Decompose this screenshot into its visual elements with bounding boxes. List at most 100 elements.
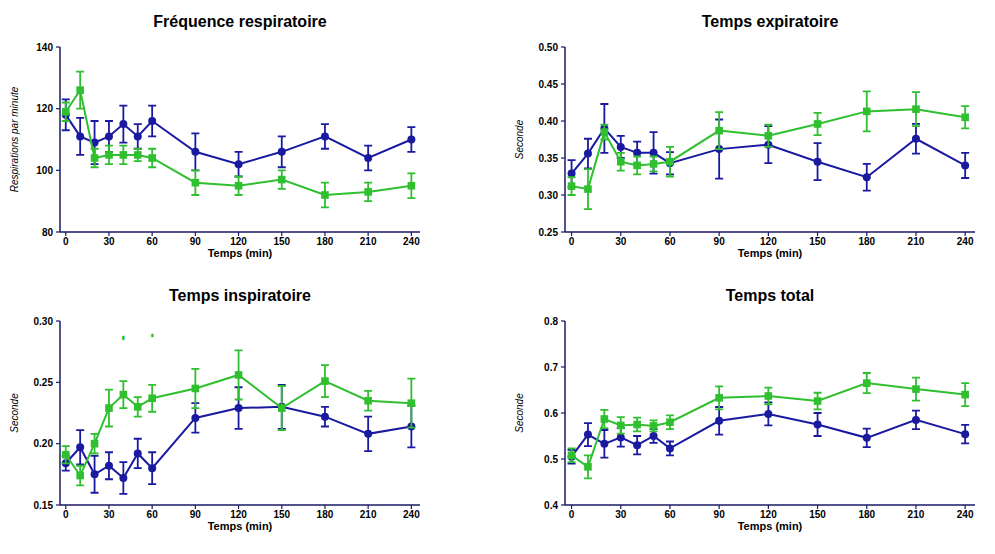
data-point — [633, 162, 641, 170]
data-point — [191, 148, 199, 156]
x-tick-label: 210 — [360, 509, 377, 520]
error-bar — [407, 379, 415, 428]
x-tick-label: 60 — [664, 509, 676, 520]
x-tick-label: 120 — [760, 509, 777, 520]
error-bar — [91, 456, 99, 493]
x-tick-label: 0 — [569, 236, 575, 247]
error-bar — [633, 157, 641, 175]
y-tick — [561, 412, 565, 413]
error-bar — [961, 425, 969, 443]
chart-panel: Temps expiratoire03060901201501802102400… — [514, 13, 975, 259]
error-bar — [912, 411, 920, 429]
y-tick — [56, 443, 60, 444]
error-bar — [364, 391, 372, 411]
data-point — [76, 443, 84, 451]
data-point — [961, 391, 969, 399]
data-point — [91, 154, 99, 162]
error-bar — [148, 452, 156, 484]
error-bar — [814, 393, 822, 410]
error-bar — [119, 381, 127, 408]
x-axis-line — [60, 504, 420, 506]
error-bar — [148, 106, 156, 137]
x-tick-label: 90 — [190, 509, 202, 520]
data-point — [814, 397, 822, 405]
error-bar — [321, 183, 329, 208]
data-point — [105, 462, 113, 470]
y-tick — [56, 231, 60, 232]
data-point — [148, 394, 156, 402]
error-bar — [961, 106, 969, 128]
error-bar — [105, 146, 113, 165]
chart-title: Temps total — [726, 287, 815, 304]
significance-annotation: •• — [147, 333, 157, 337]
error-bar — [633, 436, 641, 454]
error-bar — [62, 103, 70, 122]
data-point — [863, 379, 871, 387]
error-bar — [814, 113, 822, 135]
error-bar — [91, 434, 99, 454]
data-point — [961, 430, 969, 438]
data-point — [912, 416, 920, 424]
error-bar — [863, 91, 871, 131]
x-tick-label: 30 — [103, 236, 115, 247]
y-tick — [561, 320, 565, 321]
error-bar — [961, 153, 969, 178]
error-bar — [912, 92, 920, 126]
error-bar — [134, 149, 142, 161]
data-point — [364, 397, 372, 405]
data-point — [912, 385, 920, 393]
data-point — [666, 158, 674, 166]
error-bar — [191, 133, 199, 170]
y-axis-label: Seconde — [514, 119, 525, 159]
error-bar — [912, 378, 920, 401]
data-point — [364, 154, 372, 162]
error-bar — [568, 448, 576, 462]
error-bar — [321, 365, 329, 397]
y-tick — [561, 194, 565, 195]
x-tick-label: 240 — [403, 236, 420, 247]
data-point — [148, 117, 156, 125]
chart-panel: Temps inspiratoire0306090120150180210240… — [9, 287, 420, 532]
x-tick-label: 30 — [103, 509, 115, 520]
data-point — [278, 148, 286, 156]
data-point — [105, 132, 113, 140]
x-tick-label: 180 — [317, 236, 334, 247]
y-tick-label: 100 — [36, 165, 53, 176]
y-tick — [561, 366, 565, 367]
data-point — [568, 182, 576, 190]
x-tick-label: 90 — [714, 236, 726, 247]
y-tick — [561, 120, 565, 121]
data-point — [148, 154, 156, 162]
x-tick-label: 30 — [615, 509, 627, 520]
y-axis-line — [564, 47, 566, 232]
data-point — [863, 173, 871, 181]
series-line — [66, 90, 412, 195]
error-bar — [235, 177, 243, 196]
y-tick-label: 140 — [36, 42, 53, 53]
y-tick — [56, 382, 60, 383]
data-point — [321, 132, 329, 140]
error-bar — [715, 112, 723, 149]
x-tick-label: 150 — [273, 236, 290, 247]
y-tick — [561, 157, 565, 158]
data-point — [600, 440, 608, 448]
data-point — [715, 394, 723, 402]
error-bar — [235, 350, 243, 399]
x-tick-label: 120 — [230, 509, 247, 520]
data-point — [617, 422, 625, 430]
y-tick — [561, 458, 565, 459]
error-bar — [863, 373, 871, 393]
x-tick-label: 150 — [809, 236, 826, 247]
y-tick-label: 0.45 — [539, 79, 559, 90]
y-axis-line — [59, 47, 61, 232]
x-axis-label: Temps (min) — [208, 247, 273, 259]
x-tick-label: 210 — [908, 236, 925, 247]
error-bar — [134, 439, 142, 468]
series-line — [572, 109, 966, 189]
error-bar — [863, 429, 871, 447]
x-axis-label: Temps (min) — [738, 247, 803, 259]
error-bar — [76, 466, 84, 486]
y-tick-label: 0.20 — [34, 438, 54, 449]
x-tick-label: 0 — [569, 509, 575, 520]
error-bar — [633, 418, 641, 432]
